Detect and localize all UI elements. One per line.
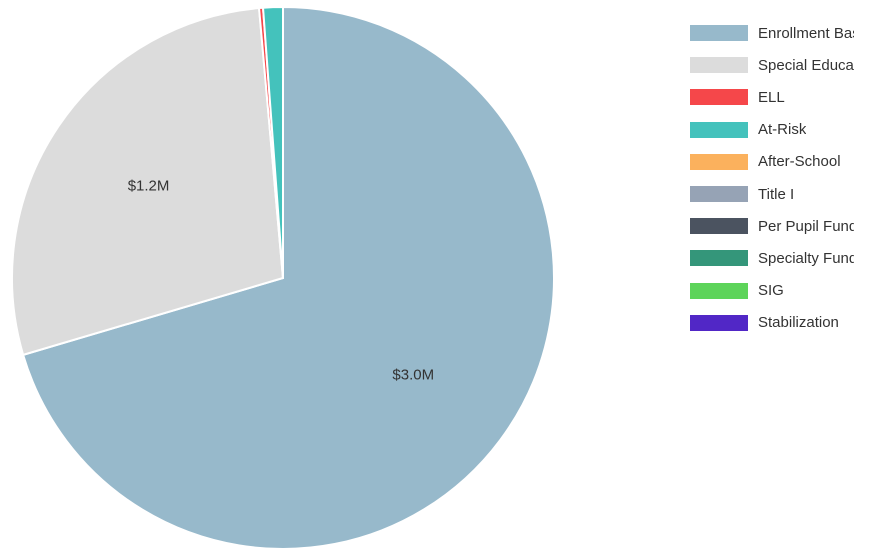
slice-labels-layer: $3.0M $1.2M xyxy=(128,178,434,384)
legend-swatch xyxy=(690,25,748,42)
slices-layer xyxy=(11,5,555,550)
legend-label: SIG xyxy=(758,282,784,300)
legend-label: Title I xyxy=(758,185,795,203)
pie-slice-enrollment-based[interactable] xyxy=(21,5,555,550)
pie-slice-special-education[interactable] xyxy=(11,6,285,357)
legend-item-ell[interactable]: ELL xyxy=(690,81,854,113)
legend-swatch xyxy=(690,218,748,235)
legend-label: Per Pupil Funding xyxy=(758,217,854,235)
legend-item-special-education[interactable]: Special Education xyxy=(690,49,854,81)
legend-swatch xyxy=(690,57,748,74)
legend-label: After-School xyxy=(758,153,841,171)
legend-swatch xyxy=(690,121,748,138)
legend-swatch xyxy=(690,186,748,203)
slice-label-enrollment-based: $3.0M xyxy=(392,366,434,383)
legend-swatch xyxy=(690,153,748,170)
legend-label: ELL xyxy=(758,88,785,106)
legend-item-at-risk[interactable]: At-Risk xyxy=(690,114,854,146)
legend-label: Enrollment Based xyxy=(758,24,854,42)
legend-swatch xyxy=(690,89,748,106)
legend-item-sig[interactable]: SIG xyxy=(690,275,854,307)
legend-swatch xyxy=(690,250,748,267)
legend-swatch xyxy=(690,282,748,299)
legend: Enrollment Based Special Education ELL A… xyxy=(690,17,854,339)
pie-slice-at-risk[interactable] xyxy=(261,5,284,279)
legend-label: Specialty Funding xyxy=(758,249,854,267)
legend-label: Special Education xyxy=(758,56,854,74)
slice-label-special-education: $1.2M xyxy=(128,178,170,195)
legend-label: Stabilization xyxy=(758,314,839,332)
legend-item-per-pupil-funding[interactable]: Per Pupil Funding xyxy=(690,210,854,242)
legend-item-title-i[interactable]: Title I xyxy=(690,178,854,210)
legend-item-specialty-funding[interactable]: Specialty Funding xyxy=(690,242,854,274)
legend-item-after-school[interactable]: After-School xyxy=(690,146,854,178)
legend-label: At-Risk xyxy=(758,121,807,139)
legend-item-stabilization[interactable]: Stabilization xyxy=(690,307,854,339)
legend-swatch xyxy=(690,314,748,331)
legend-item-enrollment-based[interactable]: Enrollment Based xyxy=(690,17,854,49)
